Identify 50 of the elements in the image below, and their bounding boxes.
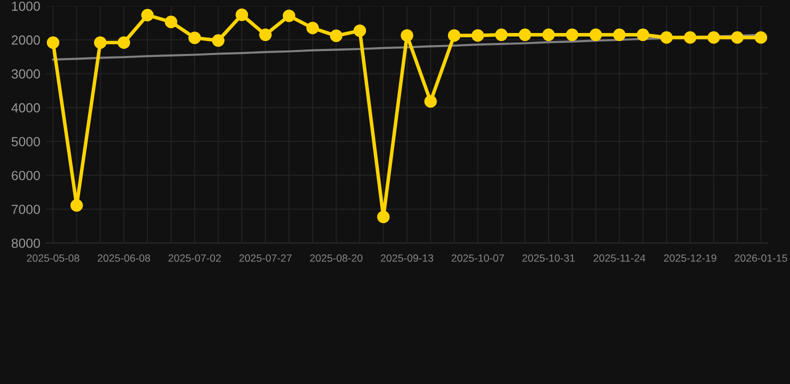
y-tick-label: 7000: [12, 204, 40, 214]
point: [70, 199, 83, 212]
x-tick-label: 2025-08-20: [310, 254, 362, 262]
y-tick-label: 8000: [12, 238, 40, 248]
point: [590, 28, 602, 42]
point: [141, 8, 154, 22]
point: [613, 28, 626, 42]
point: [731, 31, 744, 44]
point: [377, 210, 390, 224]
point: [164, 16, 178, 28]
x-tick-label: 2025-09-13: [380, 254, 434, 262]
x-tick-label: 2025-12-19: [664, 254, 716, 262]
x-tick-label: 2025-07-02: [168, 254, 221, 262]
point: [330, 30, 342, 42]
y-tick-label: 2000: [12, 35, 40, 45]
point: [212, 34, 224, 47]
x-tick-label: 2025-11-24: [594, 254, 646, 262]
point: [495, 28, 508, 42]
point: [518, 28, 532, 42]
x-tick-label: 2025-07-27: [239, 254, 292, 262]
point: [424, 95, 437, 108]
y-tick-label: 6000: [12, 170, 40, 180]
point: [118, 36, 130, 49]
x-tick-label: 2025-10-07: [452, 254, 504, 262]
point: [684, 31, 696, 44]
y-tick-label: 5000: [12, 136, 40, 146]
point: [542, 28, 555, 42]
point: [46, 36, 60, 49]
y-tick-label: 1000: [12, 2, 40, 11]
x-tick-label: 2025-10-31: [522, 254, 575, 262]
point: [400, 29, 414, 42]
point: [636, 28, 650, 42]
y-tick-label: 3000: [12, 69, 40, 79]
point: [306, 22, 319, 34]
point: [236, 8, 248, 22]
x-tick-label: 2026-01-15: [734, 254, 788, 262]
x-tick-label: 2025-05-08: [26, 254, 80, 262]
point: [707, 31, 720, 44]
y-tick-label: 4000: [11, 103, 40, 112]
point: [188, 32, 201, 44]
x-tick-label: 2025-06-08: [98, 254, 150, 262]
point: [660, 31, 673, 44]
point: [448, 29, 460, 42]
point: [566, 28, 578, 42]
point: [754, 31, 768, 44]
point: [354, 24, 366, 37]
point: [94, 36, 107, 49]
point: [472, 29, 484, 42]
point: [259, 28, 272, 42]
point: [282, 10, 296, 22]
